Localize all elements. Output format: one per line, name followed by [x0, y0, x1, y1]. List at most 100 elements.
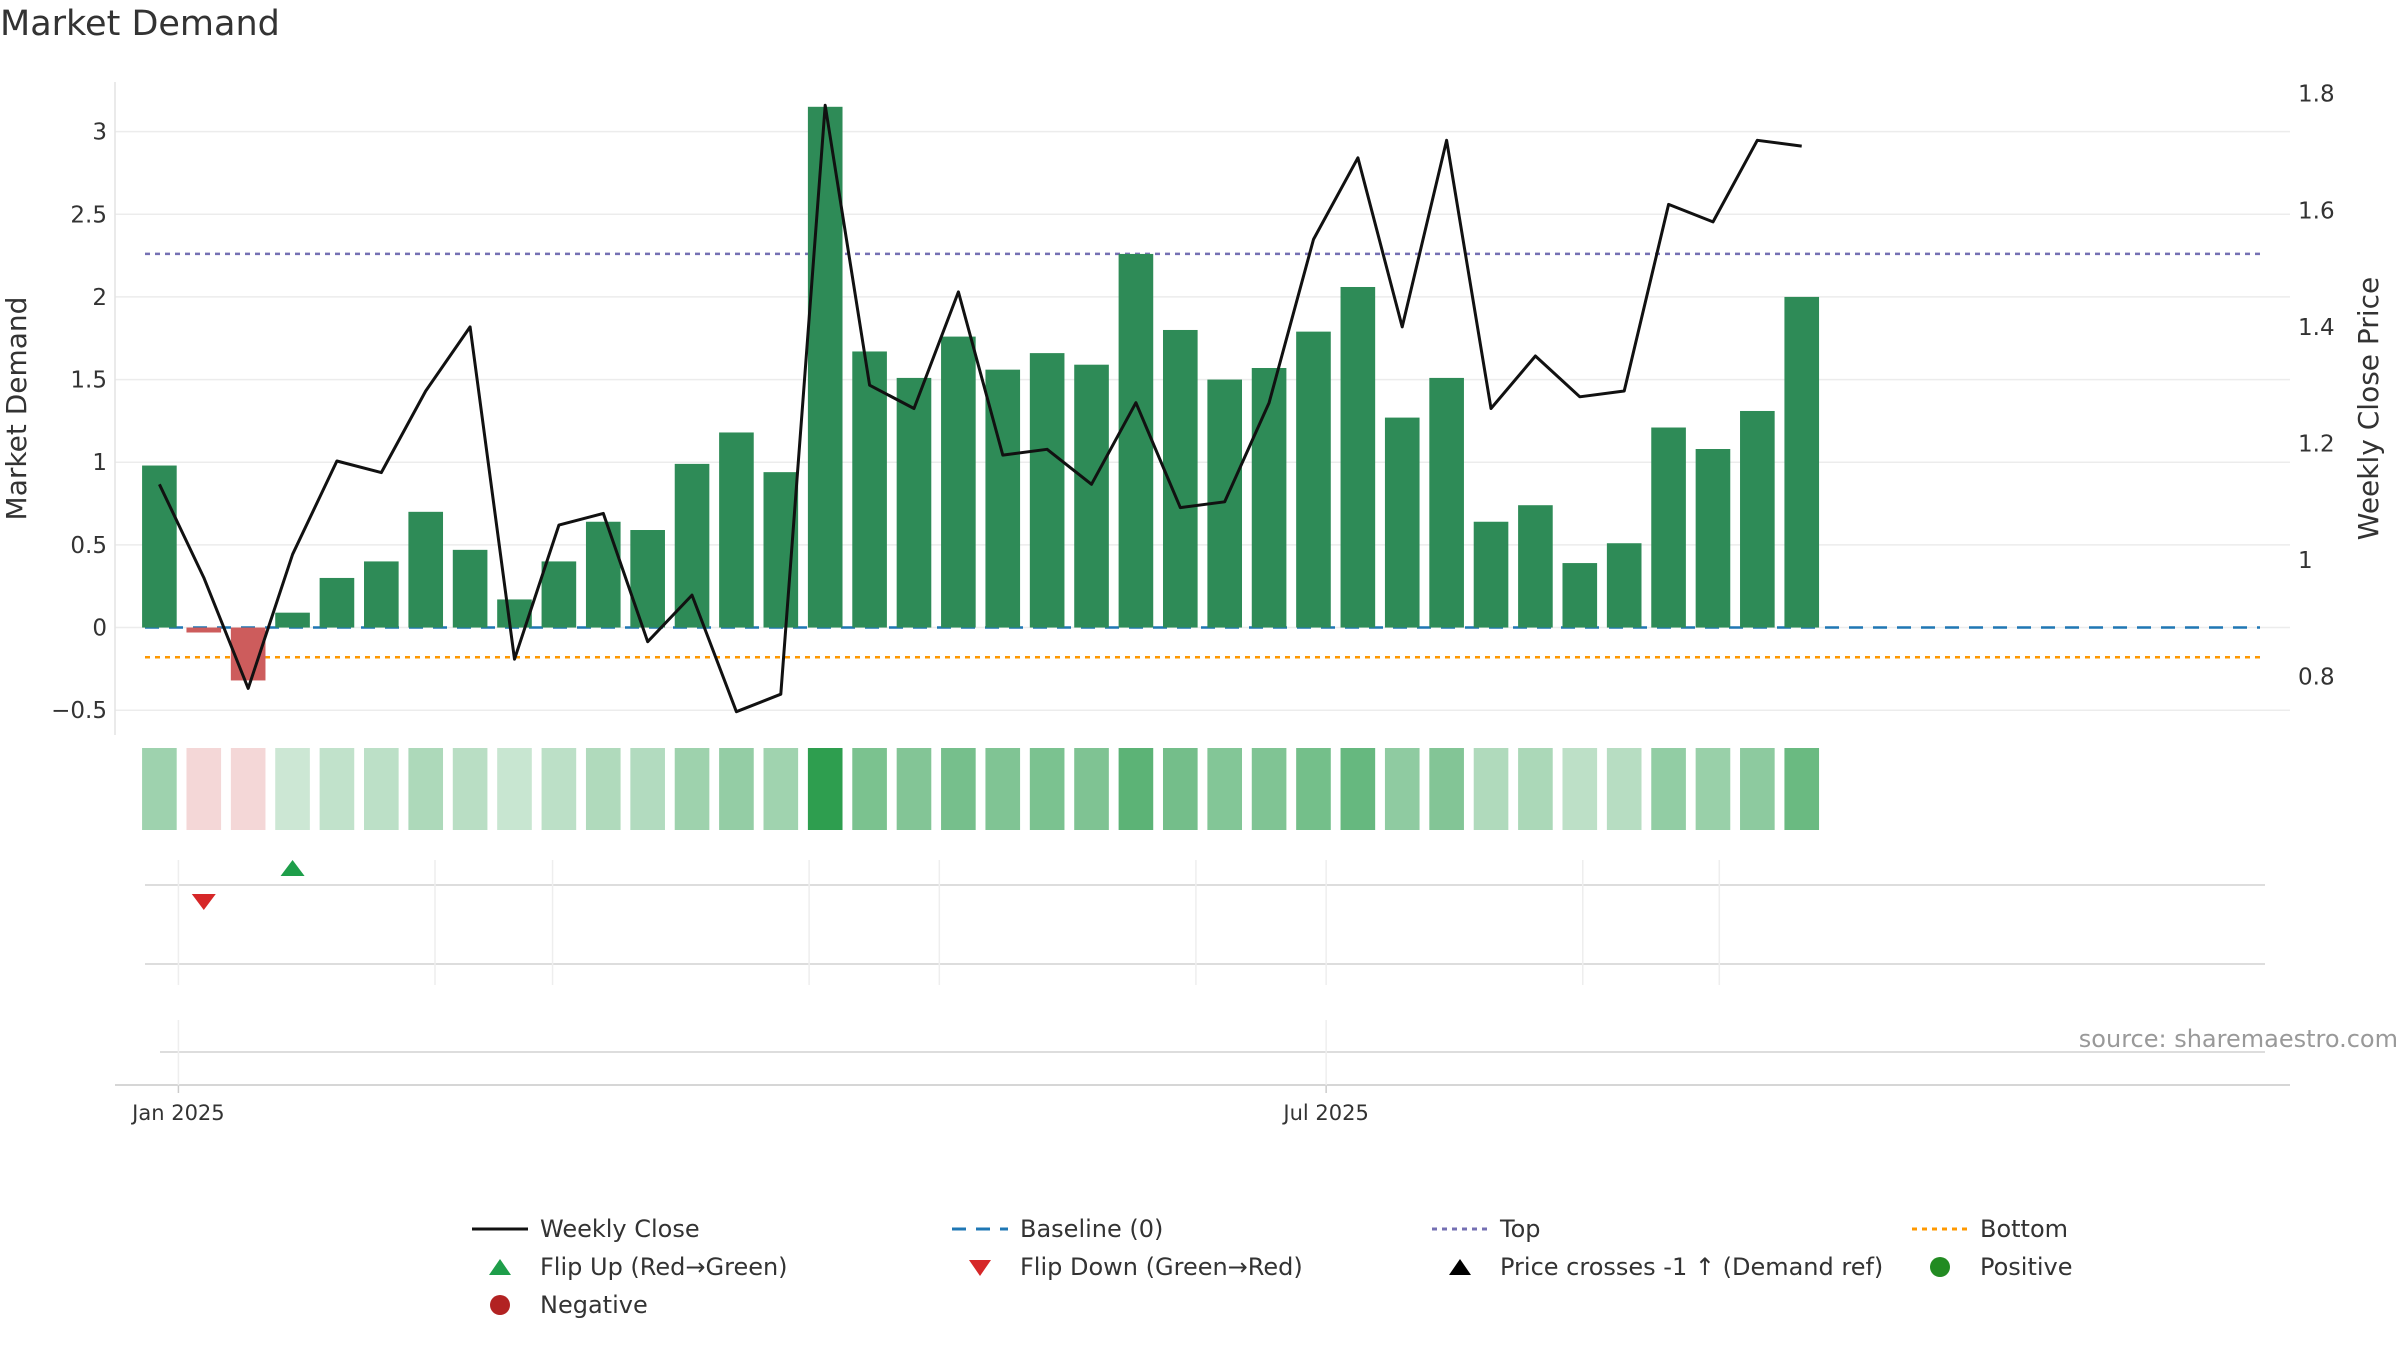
legend-label: Positive — [1980, 1253, 2073, 1281]
legend-item: Flip Up (Red→Green) — [468, 1250, 788, 1284]
demand-bar — [1473, 521, 1509, 628]
demand-bar — [585, 521, 621, 628]
heat-cell — [1429, 748, 1464, 830]
heat-cell — [1473, 748, 1509, 830]
demand-bar — [1074, 364, 1109, 628]
y-tick-label: 0 — [92, 616, 107, 642]
heat-cell — [1207, 748, 1243, 830]
demand-bar — [1251, 367, 1287, 628]
demand-bar — [1518, 505, 1553, 628]
legend-item: Price crosses -1 ↑ (Demand ref) — [1428, 1250, 1883, 1284]
demand-bar — [1606, 543, 1642, 628]
legend-label: Flip Up (Red→Green) — [540, 1253, 788, 1281]
line-dotted-icon — [1428, 1212, 1492, 1246]
flip-up-marker — [280, 860, 305, 876]
line-dotted-icon — [1908, 1212, 1972, 1246]
line-solid-icon — [468, 1212, 532, 1246]
x-tick-label: Jan 2025 — [130, 1101, 225, 1125]
heat-cell — [674, 748, 710, 830]
y-tick-label: −0.5 — [51, 698, 107, 724]
triangle-up-icon — [1428, 1250, 1492, 1284]
line-dashed-icon — [948, 1212, 1012, 1246]
heat-cell — [763, 748, 799, 830]
heat-cell — [807, 748, 843, 830]
y2-tick-label: 1.6 — [2298, 198, 2335, 224]
heat-cell — [497, 748, 532, 830]
demand-bars — [142, 106, 1820, 681]
y2-axis-title: Weekly Close Price — [2352, 277, 2385, 540]
demand-bar — [1651, 427, 1686, 628]
legend-item: Negative — [468, 1288, 648, 1322]
heat-cell — [896, 748, 932, 830]
axis-labels: −0.5 0 0.5 1 1.5 2 2.5 3 0.8 1 1.2 1.4 1.6 1.8 Market … — [0, 82, 2398, 1125]
legend-item: Positive — [1908, 1250, 2073, 1284]
legend-item: Top — [1428, 1212, 1541, 1246]
heat-cell — [1340, 748, 1376, 830]
legend-label: Bottom — [1980, 1215, 2069, 1243]
heat-cell — [630, 748, 665, 830]
heat-cell — [852, 748, 887, 830]
demand-bar — [275, 612, 310, 628]
signal-panels — [115, 860, 2290, 1086]
demand-bar — [186, 627, 222, 633]
demand-heatstrip — [142, 748, 1820, 830]
y-tick-label: 3 — [92, 120, 107, 146]
demand-bar — [1695, 449, 1731, 628]
heat-cell — [1740, 748, 1775, 830]
heat-cell — [1651, 748, 1686, 830]
demand-bar — [807, 106, 843, 628]
demand-bar — [941, 336, 976, 628]
demand-bar — [1384, 417, 1420, 628]
legend-item: Weekly Close — [468, 1212, 700, 1246]
y-tick-label: 2 — [92, 285, 107, 311]
demand-bar — [1340, 286, 1376, 628]
heat-cell — [585, 748, 621, 830]
heat-cell — [941, 748, 976, 830]
heat-cell — [719, 748, 754, 830]
heat-cell — [1784, 748, 1820, 830]
heat-cell — [186, 748, 222, 830]
demand-bar — [1029, 353, 1065, 628]
y-tick-label: 1.5 — [70, 368, 107, 394]
legend-label: Negative — [540, 1291, 648, 1319]
demand-bar — [452, 549, 488, 628]
y2-tick-label: 1 — [2298, 548, 2313, 574]
y-axis-title: Market Demand — [0, 297, 33, 521]
demand-bar — [1740, 410, 1775, 628]
heat-cell — [1518, 748, 1553, 830]
heat-cell — [1384, 748, 1420, 830]
y2-tick-label: 1.2 — [2298, 431, 2335, 457]
demand-bar — [852, 351, 887, 628]
y2-tick-label: 1.4 — [2298, 315, 2335, 341]
legend-label: Weekly Close — [540, 1215, 700, 1243]
flip-down-marker — [191, 894, 216, 910]
demand-bar — [1784, 296, 1820, 628]
heat-cell — [541, 748, 577, 830]
circle-icon — [468, 1288, 532, 1322]
heat-cell — [1562, 748, 1598, 830]
legend-label: Top — [1500, 1215, 1541, 1243]
heat-cell — [1029, 748, 1065, 830]
heat-cell — [142, 748, 177, 830]
weekly-close-path — [158, 103, 1802, 714]
y-tick-label: 2.5 — [70, 202, 107, 228]
demand-bar — [674, 463, 710, 628]
y2-tick-label: 0.8 — [2298, 665, 2335, 691]
y-tick-label: 0.5 — [70, 533, 107, 559]
demand-bar — [1118, 253, 1154, 628]
heat-cell — [1118, 748, 1154, 830]
heat-cell — [230, 748, 266, 830]
demand-bar — [408, 511, 444, 628]
legend-item: Bottom — [1908, 1212, 2068, 1246]
triangle-up-icon — [468, 1250, 532, 1284]
demand-bar — [1296, 331, 1331, 628]
heat-cell — [364, 748, 399, 830]
y-tick-label: 1 — [92, 450, 107, 476]
heat-cell — [1074, 748, 1109, 830]
demand-bar — [1562, 563, 1598, 628]
demand-bar — [1429, 377, 1464, 628]
legend-label: Flip Down (Green→Red) — [1020, 1253, 1303, 1281]
x-tick-label: Jul 2025 — [1281, 1101, 1368, 1125]
weekly-close-line — [158, 103, 1802, 714]
